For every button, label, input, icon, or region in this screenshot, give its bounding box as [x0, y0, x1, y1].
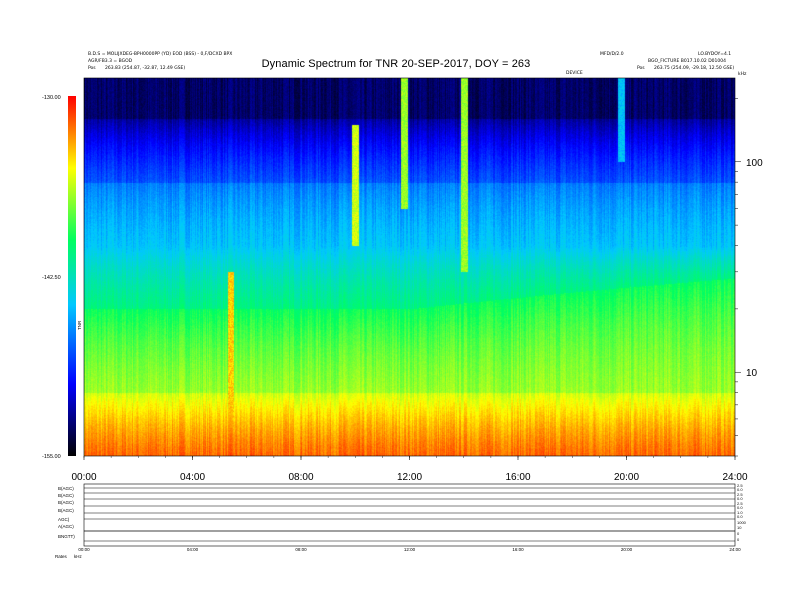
panel-value: 0.0 [737, 514, 743, 519]
colorbar-axis-label: TNR [77, 320, 82, 330]
panels-bottom-unit: kHz [74, 554, 82, 559]
colorbar-bottom-label: -155.00 [42, 454, 61, 460]
panel-value: 0 [737, 531, 740, 536]
header-center-marker: DEVICE [566, 71, 583, 76]
header-right-pos-value: 263.75 (254.09, -29.18, 12.50 GSE) [654, 66, 735, 71]
panel-time-label: 16:00 [512, 547, 524, 552]
panel-time-label: 24:00 [729, 547, 741, 552]
panel-label: B(AGC) [58, 493, 74, 498]
panel-time-label: 00:00 [78, 547, 90, 552]
panel-time-label: 12:00 [404, 547, 416, 552]
panel-time-label: 20:00 [621, 547, 633, 552]
colorbar-top-label: -130.00 [42, 95, 61, 101]
panel-value: 0.0 [737, 496, 743, 501]
y-tick-label: 10 [746, 368, 758, 379]
header-corner-unit: kHz [738, 72, 747, 77]
x-tick-label: 12:00 [397, 472, 422, 483]
header-left-pos-label: Pos [88, 66, 96, 71]
header-left-line1: B.D.S = MOLIJXDEG-BPH0000PP (YD) EOD (BS… [88, 52, 233, 57]
header-right-pos-label: Pos [637, 66, 645, 71]
x-tick-label: 20:00 [614, 472, 639, 483]
colorbar-mid-label: -142.50 [42, 275, 61, 281]
panel-value: 0.0 [737, 505, 743, 510]
panel-label: B(AGC) [58, 508, 74, 513]
panel-value: 1000 [737, 520, 747, 525]
panel-value: 2.5 [737, 483, 743, 488]
header-right-line2: BGO_FICTURE B017.10.02 D01004 [648, 59, 726, 64]
x-tick-label: 08:00 [288, 472, 313, 483]
spectrogram-heatmap [84, 78, 735, 456]
x-tick-label: 16:00 [505, 472, 530, 483]
panel-value: 2.5 [737, 501, 743, 506]
panel-value: 0.0 [737, 487, 743, 492]
x-tick-label: 00:00 [71, 472, 96, 483]
panel-value: 10 [737, 525, 742, 530]
x-tick-label: 04:00 [180, 472, 205, 483]
header-left-line2: AGR/FB3.3 = BGOD [88, 59, 133, 64]
panel-value: 1.0 [737, 510, 743, 515]
panel-label: B(AGC) [58, 500, 74, 505]
chart-title: Dynamic Spectrum for TNR 20-SEP-2017, DO… [261, 58, 531, 70]
panels-bottom-left: Rates [55, 554, 68, 559]
panel-value: 0 [737, 537, 740, 542]
panel-label: AGC) [58, 517, 70, 522]
header-left-pos-value: 263.83 (254.87, -32.87, 12.49 GSE) [105, 66, 186, 71]
x-tick-label: 24:00 [722, 472, 747, 483]
panel-value: 2.5 [737, 492, 743, 497]
panel-label: B(AGC) [58, 486, 74, 491]
header-mid-right-top: MFD/D/2.0 [600, 52, 624, 57]
panel-label: A(AGC) [58, 524, 74, 529]
panels-frame [83, 483, 736, 547]
header-right-line1: LO.BYDOY=4.1 [698, 52, 732, 57]
colorbar-gradient [68, 96, 76, 456]
panel-label: BNGTT) [58, 534, 75, 539]
panel-time-label: 08:00 [295, 547, 307, 552]
panel-time-label: 04:00 [187, 547, 199, 552]
y-tick-label: 100 [746, 158, 763, 169]
